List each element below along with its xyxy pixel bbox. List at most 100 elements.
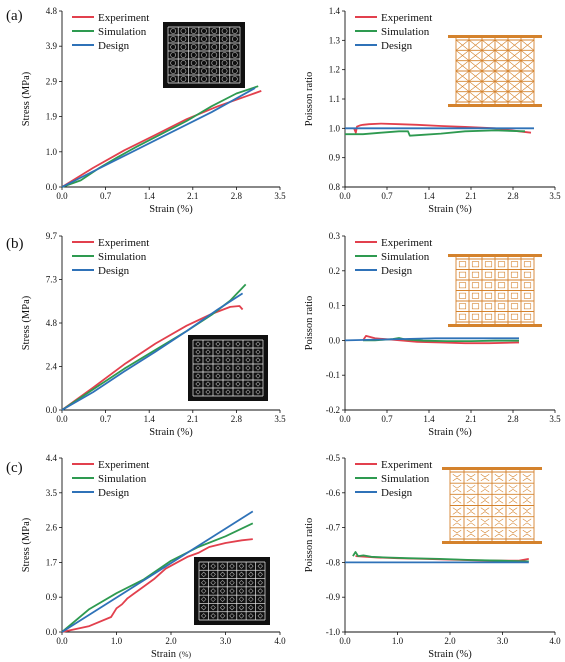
inset-diagram-strut [468, 91, 483, 103]
inset-photo-node [257, 571, 264, 578]
inset-photo-node [255, 357, 261, 363]
legend-label-experiment: Experiment [98, 12, 149, 24]
series-line-design [61, 87, 256, 188]
y-tick-label: 0.2 [329, 266, 340, 276]
series-line-design [344, 337, 519, 342]
inset-photo-node [235, 381, 241, 387]
inset-diagram-cell [523, 303, 532, 310]
legend-label-simulation: Simulation [381, 473, 430, 485]
inset-diagram-reentrant-cell [494, 518, 504, 526]
inset-photo-node [210, 588, 216, 594]
y-tick-label: 3.5 [46, 488, 58, 498]
y-tick-label: 1.9 [46, 112, 58, 122]
chart-c-poisson: 0.0 1.0 2.0 3.0 4.0 -1.0 -0.9 -0.8 -0.7 -0.6 -0.5 S… [304, 453, 561, 660]
inset-diagram-strut [520, 39, 535, 51]
x-tick-label: 0.7 [381, 191, 393, 201]
x-tick-label: 3.5 [549, 191, 561, 201]
inset-photo-node [219, 563, 226, 569]
chart-a-stress: 0.0 0.7 1.4 2.1 2.8 3.5 0.0 1.0 1.9 2.9 3.9 4.8 Stra… [21, 6, 286, 215]
inset-diagram-reentrant-cell [508, 529, 518, 538]
inset-diagram-reentrant-cell [480, 473, 490, 482]
inset-photo-node [248, 571, 254, 578]
y-tick-label: 2.4 [46, 362, 58, 372]
inset-photo-node [231, 28, 238, 34]
inset-diagram-reentrant-cell [508, 496, 518, 504]
x-tick-label: 1.4 [423, 414, 435, 424]
series-line-simulation [61, 85, 259, 188]
inset-diagram-strut [481, 39, 496, 51]
inset-photo-node [205, 365, 211, 371]
y-tick-label: 0.0 [46, 627, 58, 637]
inset-photo-node [195, 365, 201, 371]
x-axis-label-unit: (%) [179, 650, 191, 659]
inset-diagram-cell [458, 261, 467, 268]
inset-photo-node [211, 76, 218, 82]
inset-photo-node [225, 373, 231, 379]
x-tick-label: 3.0 [220, 636, 232, 646]
inset-diagram-strut [507, 60, 522, 72]
legend-label-simulation: Simulation [98, 26, 147, 38]
inset-photo-node [257, 604, 264, 611]
inset-diagram-strut [494, 81, 509, 92]
inset-diagram-cell [484, 282, 493, 289]
inset-diagram-reentrant-cell [480, 485, 490, 493]
inset-diagram-cell [510, 313, 519, 320]
y-axis-label: Poisson ratio [304, 296, 315, 351]
x-tick-label: 1.4 [144, 191, 156, 201]
inset-photo-node [219, 571, 226, 578]
inset-photo-node [200, 613, 207, 619]
inset-diagram-reentrant-cell [494, 529, 504, 538]
inset-photo-node [215, 381, 221, 387]
inset-diagram-bottom-plate [448, 324, 542, 327]
inset-photo-node [248, 604, 254, 611]
y-tick-label: 1.0 [329, 123, 341, 133]
inset-photo-node [205, 381, 211, 387]
inset-diagram-reentrant-cell [522, 485, 532, 493]
inset-photo-node [205, 373, 211, 379]
inset-diagram-reentrant-cell [466, 507, 476, 515]
inset-photo-node [231, 52, 238, 58]
y-tick-label: -1.0 [326, 627, 341, 637]
inset-diagram-reentrant-cell [508, 507, 518, 515]
inset-photo-node [190, 68, 197, 74]
inset-photo-node [225, 357, 231, 363]
legend-label-experiment: Experiment [98, 459, 149, 471]
y-tick-label: 1.2 [329, 65, 340, 75]
inset-photo-node [255, 381, 261, 387]
inset-photo-background [163, 22, 245, 88]
legend-label-experiment: Experiment [381, 237, 432, 249]
x-tick-label: 3.5 [274, 414, 286, 424]
inset-diagram-strut [494, 39, 509, 51]
x-tick-label: 0.7 [100, 414, 112, 424]
x-tick-label: 3.0 [497, 636, 509, 646]
inset-photo-node [211, 36, 218, 42]
inset-photo-node [195, 341, 201, 347]
panel-label-c: (c) [6, 460, 23, 476]
x-tick-label: 2.0 [444, 636, 456, 646]
inset-photo-node [255, 365, 261, 371]
x-tick-label: 1.4 [144, 414, 156, 424]
inset-photo-node [200, 604, 207, 611]
inset-photo-node [255, 373, 261, 379]
y-tick-label: -0.1 [326, 370, 340, 380]
inset-photo-node [221, 52, 228, 58]
inset-diagram-reentrant-cell [522, 496, 532, 504]
inset-diagram-bottom-plate [442, 541, 542, 544]
inset-diagram-cell [497, 303, 506, 310]
inset-diagram-reentrant-cell [452, 473, 462, 482]
inset-diagram-strut [520, 70, 535, 82]
inset-photo-node [238, 563, 245, 569]
inset-photo-node [219, 604, 226, 611]
inset-photo-node [205, 349, 211, 355]
inset-photo-node [257, 588, 264, 594]
x-axis-label-text: Strain (%) [149, 204, 193, 215]
x-tick-label: 2.8 [231, 191, 243, 201]
inset-photo-node [248, 588, 254, 594]
inset-diagram-reentrant-cell [452, 529, 462, 538]
x-tick-label: 0.0 [339, 636, 351, 646]
legend-label-design: Design [381, 487, 413, 499]
series-line-design [61, 510, 254, 633]
inset-diagram-strut [481, 91, 496, 103]
inset-photo-node [190, 52, 197, 58]
inset-diagram-strut [455, 81, 470, 92]
